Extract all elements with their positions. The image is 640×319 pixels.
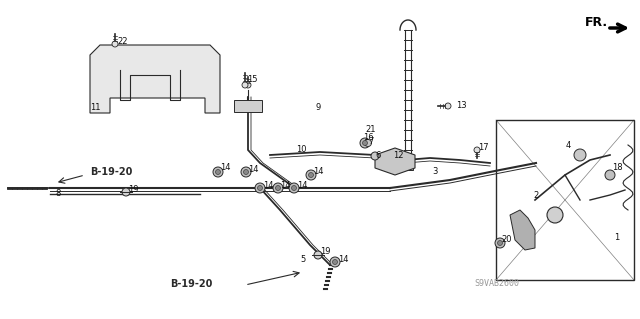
Text: 15: 15 (247, 76, 257, 85)
Circle shape (122, 188, 130, 196)
Text: 14: 14 (263, 182, 273, 190)
Circle shape (497, 241, 502, 246)
Text: 21: 21 (365, 125, 376, 135)
Circle shape (547, 207, 563, 223)
Bar (403, 162, 413, 170)
Circle shape (474, 147, 480, 153)
Text: 2: 2 (533, 191, 538, 201)
Text: FR.: FR. (585, 16, 608, 28)
Circle shape (333, 259, 337, 264)
Text: 3: 3 (432, 167, 437, 176)
Circle shape (242, 82, 248, 88)
Text: 22: 22 (117, 36, 127, 46)
Circle shape (308, 173, 314, 177)
Circle shape (291, 186, 296, 190)
Text: 19: 19 (320, 248, 330, 256)
Circle shape (330, 257, 340, 267)
Circle shape (255, 183, 265, 193)
Circle shape (605, 170, 615, 180)
Bar (496, 120, 634, 280)
Text: 11: 11 (90, 103, 100, 113)
Text: S9VAB2600: S9VAB2600 (474, 279, 520, 288)
Text: 6: 6 (375, 152, 380, 160)
Text: 20: 20 (501, 235, 511, 244)
Circle shape (371, 152, 379, 160)
Circle shape (495, 238, 505, 248)
Circle shape (275, 186, 280, 190)
Text: 5: 5 (300, 256, 305, 264)
Text: 10: 10 (296, 145, 307, 154)
Text: 19: 19 (128, 186, 138, 195)
Circle shape (289, 183, 299, 193)
Text: 14: 14 (248, 166, 259, 174)
Circle shape (273, 183, 283, 193)
Text: 17: 17 (478, 143, 488, 152)
Text: B-19-20: B-19-20 (90, 167, 132, 177)
Text: 8: 8 (55, 189, 60, 198)
Circle shape (213, 167, 223, 177)
Text: 7: 7 (368, 137, 373, 145)
Text: 16: 16 (363, 133, 374, 143)
Polygon shape (375, 148, 415, 175)
Circle shape (257, 186, 262, 190)
Circle shape (241, 167, 251, 177)
Text: 12: 12 (393, 152, 403, 160)
Text: 4: 4 (566, 142, 572, 151)
Text: 14: 14 (280, 182, 291, 190)
Circle shape (445, 103, 451, 109)
Circle shape (365, 139, 371, 146)
Text: 1: 1 (614, 233, 620, 241)
Circle shape (216, 169, 221, 174)
Text: 14: 14 (220, 164, 230, 173)
Text: 14: 14 (338, 256, 349, 264)
Text: 14: 14 (297, 182, 307, 190)
Circle shape (112, 41, 118, 47)
Bar (234, 100, 262, 112)
Circle shape (574, 149, 586, 161)
Circle shape (314, 251, 322, 259)
Circle shape (245, 82, 251, 88)
Text: 9: 9 (315, 102, 320, 112)
Text: 14: 14 (313, 167, 323, 176)
Circle shape (360, 138, 370, 148)
Text: 13: 13 (456, 100, 467, 109)
Polygon shape (510, 210, 535, 250)
Text: 18: 18 (612, 164, 623, 173)
Circle shape (243, 169, 248, 174)
Circle shape (306, 170, 316, 180)
Text: B-19-20: B-19-20 (170, 279, 212, 289)
Circle shape (362, 140, 367, 145)
Polygon shape (90, 45, 220, 113)
